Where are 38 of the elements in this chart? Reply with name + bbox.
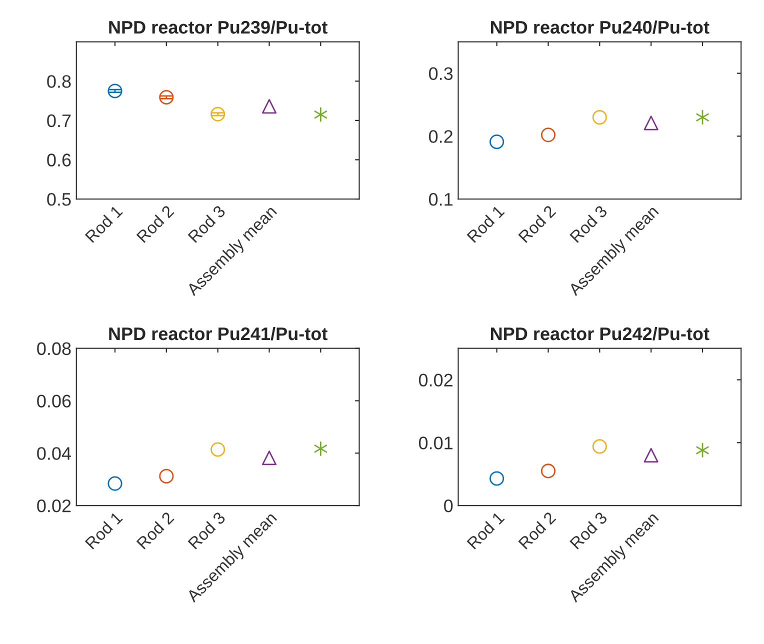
point	[540, 464, 556, 478]
point	[159, 468, 174, 484]
y-tick-label: 0.6	[47, 154, 71, 166]
point	[210, 106, 226, 122]
point	[262, 99, 277, 114]
point	[108, 84, 122, 98]
y-tick-label: 0.01	[418, 436, 452, 450]
chart-title: NPD reactor Pu241/Pu-tot	[109, 326, 328, 340]
y-tick-label: 0.1	[428, 192, 452, 206]
point	[108, 476, 122, 491]
y-tick-label: 0.04	[37, 447, 72, 460]
point	[644, 116, 658, 130]
point	[210, 442, 226, 457]
point	[696, 442, 709, 458]
point	[540, 128, 556, 142]
point	[314, 441, 328, 456]
point	[159, 90, 174, 105]
y-tick-label: 0.02	[418, 374, 452, 387]
y-tick-label: 0.2	[428, 130, 452, 143]
point	[592, 439, 607, 454]
point	[592, 110, 607, 125]
point	[490, 134, 504, 150]
point	[262, 450, 277, 466]
y-tick-label: 0.3	[428, 67, 453, 80]
chart-title: NPD reactor Pu240/Pu-tot	[491, 20, 710, 34]
y-tick-label: 0.7	[47, 114, 71, 128]
chart-title: NPD reactor Pu239/Pu-tot	[109, 20, 328, 34]
point	[314, 107, 328, 122]
chart-title: NPD reactor Pu242/Pu-tot	[491, 326, 710, 340]
point	[644, 448, 658, 463]
y-tick-label: 0.02	[37, 499, 71, 512]
y-tick-label: 0.8	[47, 75, 71, 88]
y-tick-label: 0	[444, 499, 453, 512]
y-tick-label: 0.5	[47, 192, 71, 206]
y-tick-label: 0.06	[37, 394, 71, 408]
point	[490, 471, 504, 486]
y-tick-label: 0.08	[37, 342, 71, 356]
point	[696, 110, 709, 125]
